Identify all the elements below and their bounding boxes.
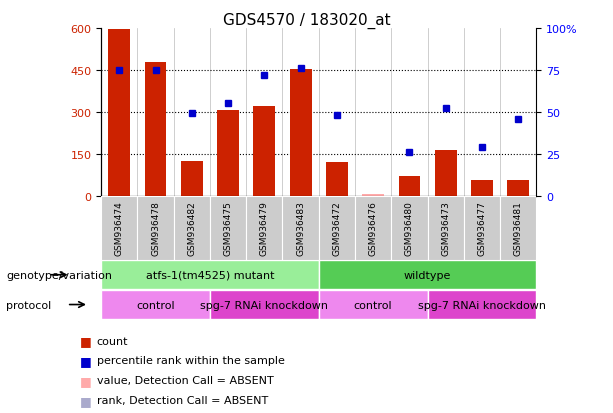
FancyBboxPatch shape bbox=[500, 196, 536, 260]
Bar bbox=[326, 163, 348, 196]
Bar bbox=[181, 161, 203, 196]
Text: atfs-1(tm4525) mutant: atfs-1(tm4525) mutant bbox=[146, 270, 274, 280]
Text: control: control bbox=[136, 300, 175, 310]
FancyBboxPatch shape bbox=[210, 196, 246, 260]
FancyBboxPatch shape bbox=[210, 290, 319, 319]
Bar bbox=[471, 181, 493, 196]
Text: count: count bbox=[97, 336, 128, 346]
FancyBboxPatch shape bbox=[428, 196, 464, 260]
FancyBboxPatch shape bbox=[246, 196, 283, 260]
Bar bbox=[435, 150, 457, 196]
Text: GSM936477: GSM936477 bbox=[478, 201, 487, 256]
FancyBboxPatch shape bbox=[428, 290, 536, 319]
Bar bbox=[362, 195, 384, 196]
Text: GDS4570 / 183020_at: GDS4570 / 183020_at bbox=[223, 12, 390, 28]
Text: GSM936479: GSM936479 bbox=[260, 201, 269, 256]
FancyBboxPatch shape bbox=[391, 196, 428, 260]
Text: rank, Detection Call = ABSENT: rank, Detection Call = ABSENT bbox=[97, 395, 268, 405]
FancyBboxPatch shape bbox=[319, 196, 355, 260]
FancyBboxPatch shape bbox=[101, 196, 137, 260]
Text: GSM936475: GSM936475 bbox=[224, 201, 232, 256]
Bar bbox=[217, 111, 239, 196]
FancyBboxPatch shape bbox=[173, 196, 210, 260]
Text: GSM936474: GSM936474 bbox=[115, 201, 124, 256]
Bar bbox=[254, 107, 275, 196]
Text: wildtype: wildtype bbox=[404, 270, 451, 280]
Text: spg-7 RNAi knockdown: spg-7 RNAi knockdown bbox=[418, 300, 546, 310]
Text: ■: ■ bbox=[80, 354, 91, 367]
Bar bbox=[398, 177, 421, 196]
Text: GSM936472: GSM936472 bbox=[332, 201, 341, 256]
Bar bbox=[145, 62, 167, 196]
FancyBboxPatch shape bbox=[283, 196, 319, 260]
Text: GSM936478: GSM936478 bbox=[151, 201, 160, 256]
Bar bbox=[290, 69, 311, 196]
Text: ■: ■ bbox=[80, 374, 91, 387]
Text: control: control bbox=[354, 300, 392, 310]
FancyBboxPatch shape bbox=[101, 290, 210, 319]
Text: GSM936480: GSM936480 bbox=[405, 201, 414, 256]
Text: GSM936473: GSM936473 bbox=[441, 201, 450, 256]
Text: percentile rank within the sample: percentile rank within the sample bbox=[97, 356, 284, 366]
Text: GSM936481: GSM936481 bbox=[514, 201, 523, 256]
Text: value, Detection Call = ABSENT: value, Detection Call = ABSENT bbox=[97, 375, 273, 385]
FancyBboxPatch shape bbox=[319, 290, 428, 319]
Text: genotype/variation: genotype/variation bbox=[6, 270, 112, 280]
Text: GSM936476: GSM936476 bbox=[368, 201, 378, 256]
Text: ■: ■ bbox=[80, 394, 91, 407]
FancyBboxPatch shape bbox=[137, 196, 173, 260]
FancyBboxPatch shape bbox=[101, 261, 319, 290]
FancyBboxPatch shape bbox=[464, 196, 500, 260]
Text: GSM936483: GSM936483 bbox=[296, 201, 305, 256]
Text: GSM936482: GSM936482 bbox=[188, 201, 196, 256]
Text: spg-7 RNAi knockdown: spg-7 RNAi knockdown bbox=[200, 300, 329, 310]
FancyBboxPatch shape bbox=[319, 261, 536, 290]
FancyBboxPatch shape bbox=[355, 196, 391, 260]
Bar bbox=[508, 181, 529, 196]
Bar bbox=[109, 30, 130, 196]
Text: protocol: protocol bbox=[6, 300, 51, 310]
Text: ■: ■ bbox=[80, 334, 91, 347]
